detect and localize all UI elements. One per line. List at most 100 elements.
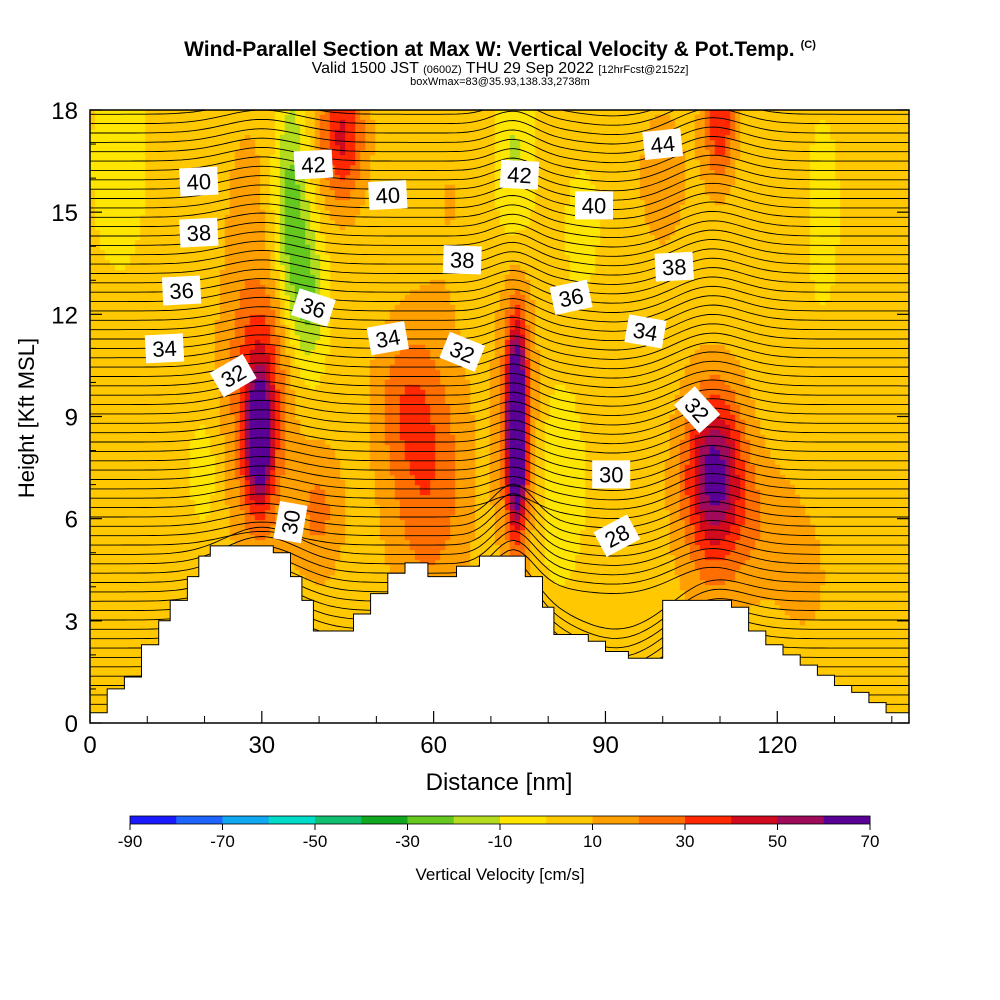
contour-label-box (439, 331, 486, 372)
theta-contour (90, 445, 909, 473)
colorbar-swatch (222, 816, 270, 824)
contour-label-box (575, 191, 613, 220)
contour-label: 38 (442, 245, 482, 275)
theta-contour (90, 483, 909, 529)
contour-label: 44 (642, 128, 684, 161)
theta-contour (90, 482, 909, 510)
valid-date: THU 29 Sep 2022 (465, 60, 594, 77)
contour-label: 38 (179, 217, 219, 248)
contour-label: 40 (368, 180, 408, 211)
theta-contour (90, 491, 909, 520)
x-axis-label: Distance [nm] (426, 769, 573, 796)
contour-label-box (293, 149, 334, 180)
contour-label-box (592, 460, 631, 489)
theta-contour (90, 511, 909, 557)
y-tick-label: 6 (65, 507, 78, 534)
contour-label-box (499, 159, 540, 190)
boxwmax-info: boxWmax=83@35.93,138.33,2738m (410, 76, 590, 88)
colorbar: -90 -70 -50 -30 -10 10 30 50 70 (118, 815, 880, 851)
colorbar-tick-label: 70 (861, 832, 880, 851)
theta-contour (90, 173, 909, 201)
theta-contour (90, 192, 909, 220)
contour-label-box (593, 514, 641, 557)
x-tick-label: 60 (420, 732, 447, 759)
theta-contour (90, 80, 909, 106)
theta-contour (90, 276, 909, 304)
contour-label: 36 (161, 275, 202, 306)
theta-contour (90, 110, 909, 126)
contour-label-box (673, 386, 721, 434)
contour-label: 34 (144, 333, 185, 364)
colorbar-swatch (777, 816, 825, 824)
contour-label-text: 30 (599, 462, 623, 487)
contour-label-box (442, 245, 482, 275)
theta-contour (90, 388, 909, 417)
theta-contour (90, 332, 909, 360)
contour-label-box (209, 353, 257, 398)
terrain-profile (89, 545, 910, 724)
theta-contour (90, 229, 909, 257)
valid-prefix: Valid 1500 JST (311, 60, 419, 77)
colorbar-tick-label: -10 (488, 832, 513, 851)
colorbar-tick-label: -90 (118, 832, 143, 851)
y-tick-label: 18 (51, 98, 78, 125)
colorbar-swatch (638, 816, 686, 824)
theta-contour (90, 342, 909, 370)
x-tick-label: 30 (248, 732, 275, 759)
y-tick-label: 9 (65, 405, 78, 432)
contour-label-box (179, 166, 219, 197)
theta-contour (90, 239, 909, 267)
colorbar-swatch (500, 816, 547, 824)
x-tick-label: 90 (592, 732, 619, 759)
contour-label-text: 34 (152, 336, 178, 362)
contour-label-text: 34 (631, 317, 659, 346)
colorbar-swatch (453, 816, 501, 824)
colorbar-swatch (361, 816, 408, 824)
colorbar-swatch (176, 816, 223, 824)
y-tick-label: 3 (65, 609, 78, 636)
copyright-mark: (C) (800, 39, 816, 51)
theta-contour (90, 416, 909, 445)
contour-label-text: 44 (649, 131, 676, 158)
contour-label-text: 40 (186, 169, 212, 195)
contour-label-text: 34 (374, 324, 402, 353)
theta-contour (90, 126, 909, 154)
theta-contour (90, 454, 909, 482)
colorbar-swatch (268, 816, 316, 824)
chart-title: Wind-Parallel Section at Max W: Vertical… (0, 38, 1000, 62)
theta-contour (90, 463, 909, 491)
theta-contour (90, 304, 909, 332)
contour-label: 36 (549, 279, 593, 315)
theta-contour (90, 182, 909, 210)
contour-label-text: 38 (661, 254, 687, 280)
colorbar-swatch (407, 816, 455, 824)
theta-contour (90, 154, 909, 182)
contour-label-box (179, 217, 219, 248)
colorbar-swatch (592, 816, 640, 824)
theta-contour (90, 257, 909, 285)
contour-label-text: 42 (301, 152, 327, 178)
contour-label-text: 36 (557, 283, 586, 313)
valid-time: Valid 1500 JST (0600Z) THU 29 Sep 2022 [… (0, 60, 1000, 78)
theta-contour (90, 267, 909, 295)
theta-contour (90, 248, 909, 276)
theta-contour (90, 313, 909, 342)
contour-label: 34 (366, 321, 409, 356)
colorbar-label: Vertical Velocity [cm/s] (415, 865, 584, 884)
colorbar-tick-label: 10 (583, 832, 602, 851)
theta-contour (90, 110, 909, 136)
y-tick-label: 15 (51, 200, 78, 227)
terrain (89, 545, 910, 724)
theta-contour (90, 201, 909, 229)
contour-label-text: 30 (277, 508, 306, 536)
valid-utc: (0600Z) (423, 64, 462, 76)
theta-contour (90, 435, 909, 463)
contour-label: 40 (179, 166, 219, 197)
theta-contour (90, 117, 909, 145)
theta-contour (90, 145, 909, 173)
contour-label-box (654, 251, 694, 282)
colorbar-tick-label: -70 (210, 832, 235, 851)
contour-label-box (368, 180, 408, 211)
